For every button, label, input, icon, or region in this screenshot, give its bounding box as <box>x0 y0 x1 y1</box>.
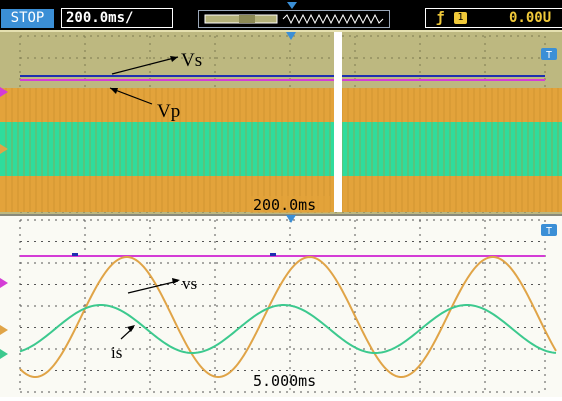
arrow-vs-top <box>111 56 179 75</box>
time-label-top: 200.0ms <box>253 196 316 214</box>
trigger-badge-top <box>541 48 557 60</box>
blue-mark-1 <box>72 253 78 256</box>
arrow-vs-bottom <box>127 280 179 294</box>
annotation-vp-top: Vp <box>157 101 180 122</box>
status-bar: STOP 200.0ms/ ƒ 1 0.00U <box>0 0 562 30</box>
trigger-badge-bottom-label: T <box>546 226 552 237</box>
trigger-badge-top-label: T <box>546 50 552 61</box>
top-band-stripes <box>5 88 559 212</box>
arrowhead-vs-bottom <box>172 278 180 284</box>
memory-position-bar[interactable] <box>198 2 390 28</box>
trigger-position-bottom <box>286 215 296 223</box>
annotation-vs-top: Vs <box>181 50 202 71</box>
memory-waveform-preview <box>282 13 384 25</box>
annotation-is-bottom: is <box>111 343 122 362</box>
annotation-vs-bottom: vs <box>182 274 197 293</box>
trigger-readout[interactable]: ƒ 1 0.00U <box>425 8 562 28</box>
rising-edge-icon: ƒ <box>436 10 445 26</box>
glitch-spike <box>334 32 342 212</box>
waveform-panel-top: T Vs Vp 200.0ms <box>0 30 562 214</box>
run-stop-button[interactable]: STOP <box>1 9 54 28</box>
bottom-panel-border <box>0 214 562 216</box>
timebase-readout[interactable]: 200.0ms/ <box>61 8 173 28</box>
trigger-position-top <box>286 32 296 40</box>
arrowhead-is-bottom <box>127 325 135 332</box>
bottom-grid <box>19 219 546 393</box>
trace-vs-sine <box>19 255 557 379</box>
arrowhead-vp-top <box>110 88 118 94</box>
top-panel-border <box>0 30 562 32</box>
trace-is-sine <box>19 303 557 355</box>
channel-marker-magenta-top <box>0 87 8 97</box>
blue-mark-2 <box>270 253 276 256</box>
trigger-level-value: 0.00U <box>509 10 552 26</box>
arrowhead-vs-top <box>170 56 178 62</box>
trigger-badge-bottom <box>541 224 557 236</box>
time-label-bg-top <box>250 196 330 213</box>
memory-bar-graphic <box>204 13 384 25</box>
trigger-position-marker <box>287 2 297 9</box>
waveform-panel-bottom: T vs is 5.000ms <box>0 214 562 397</box>
channel-marker-orange-bottom <box>0 325 8 335</box>
time-label-bottom: 5.000ms <box>253 372 316 390</box>
top-grid <box>19 35 546 213</box>
channel-marker-green-bottom <box>0 349 8 359</box>
channel-marker-magenta-bottom <box>0 278 8 288</box>
trigger-channel-badge: 1 <box>454 12 467 24</box>
channel-marker-orange-top <box>0 144 8 154</box>
memory-window-center <box>239 15 255 23</box>
